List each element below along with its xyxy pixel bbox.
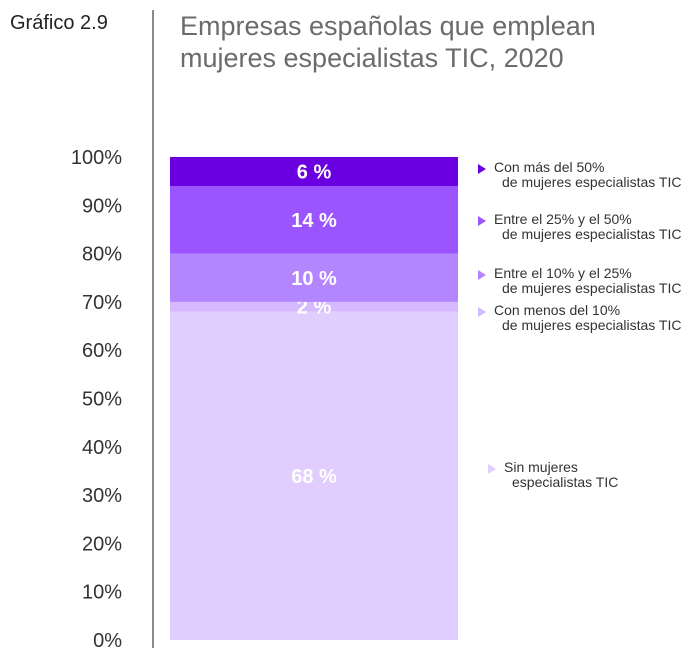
y-tick-label: 0% — [93, 630, 122, 652]
legend-marker-icon — [478, 164, 486, 174]
y-tick-label: 60% — [82, 340, 122, 362]
legend-label-line1: Con más del 50% — [494, 159, 605, 175]
legend-label-line1: Entre el 10% y el 25% — [494, 265, 632, 281]
legend-marker-icon — [488, 464, 496, 474]
bar-segment-3 — [170, 185, 458, 254]
legend-item: Con menos del 10% de mujeres especialista… — [478, 303, 681, 333]
legend-label-line2: de mujeres especialistas TIC — [502, 226, 682, 242]
data-label-3: 14 % — [291, 210, 337, 232]
legend-label-line2: de mujeres especialistas TIC — [502, 280, 682, 296]
legend-label-line2: especialistas TIC — [512, 474, 619, 490]
y-tick-label: 90% — [82, 195, 122, 217]
data-label-4: 6 % — [297, 161, 332, 183]
y-tick-label: 100% — [71, 147, 122, 169]
bar-segment-2 — [170, 253, 458, 302]
legend-label-line2: de mujeres especialistas TIC — [502, 317, 682, 333]
data-label-0: 68 % — [291, 466, 337, 488]
chart-title-line1: Empresas españolas que emplean — [180, 11, 596, 41]
y-tick-label: 20% — [82, 533, 122, 555]
y-tick-label: 30% — [82, 485, 122, 507]
legend-label-line2: de mujeres especialistas TIC — [502, 174, 682, 190]
y-tick-label: 40% — [82, 437, 122, 459]
legend-label-line1: Con menos del 10% — [494, 302, 621, 318]
legend-marker-icon — [478, 307, 486, 317]
y-tick-label: 80% — [82, 244, 122, 266]
divider — [152, 10, 154, 648]
bar-segment-0 — [170, 311, 458, 640]
chart-title: Empresas españolas que emplean mujeres e… — [180, 10, 680, 74]
legend-label-line1: Sin mujeres — [504, 459, 578, 475]
legend-marker-icon — [478, 270, 486, 280]
chart-title-line2: mujeres especialistas TIC, 2020 — [180, 43, 564, 73]
y-tick-label: 10% — [82, 582, 122, 604]
legend-item: Entre el 25% y el 50% de mujeres especial… — [478, 212, 681, 242]
data-label-1: 2 % — [297, 297, 332, 319]
y-tick-label: 70% — [82, 292, 122, 314]
legend-label-line1: Entre el 25% y el 50% — [494, 211, 632, 227]
y-tick-label: 50% — [82, 389, 122, 411]
legend-marker-icon — [478, 216, 486, 226]
data-label-2: 10 % — [291, 268, 337, 290]
bar-segment-1 — [170, 301, 458, 312]
legend-item: Con más del 50% de mujeres especialistas … — [478, 160, 681, 190]
bar-segment-4 — [170, 157, 458, 186]
legend-item: Sin mujeres especialistas TIC — [488, 460, 618, 490]
figure-label: Gráfico 2.9 — [10, 12, 108, 34]
legend-item: Entre el 10% y el 25% de mujeres especial… — [478, 266, 681, 296]
